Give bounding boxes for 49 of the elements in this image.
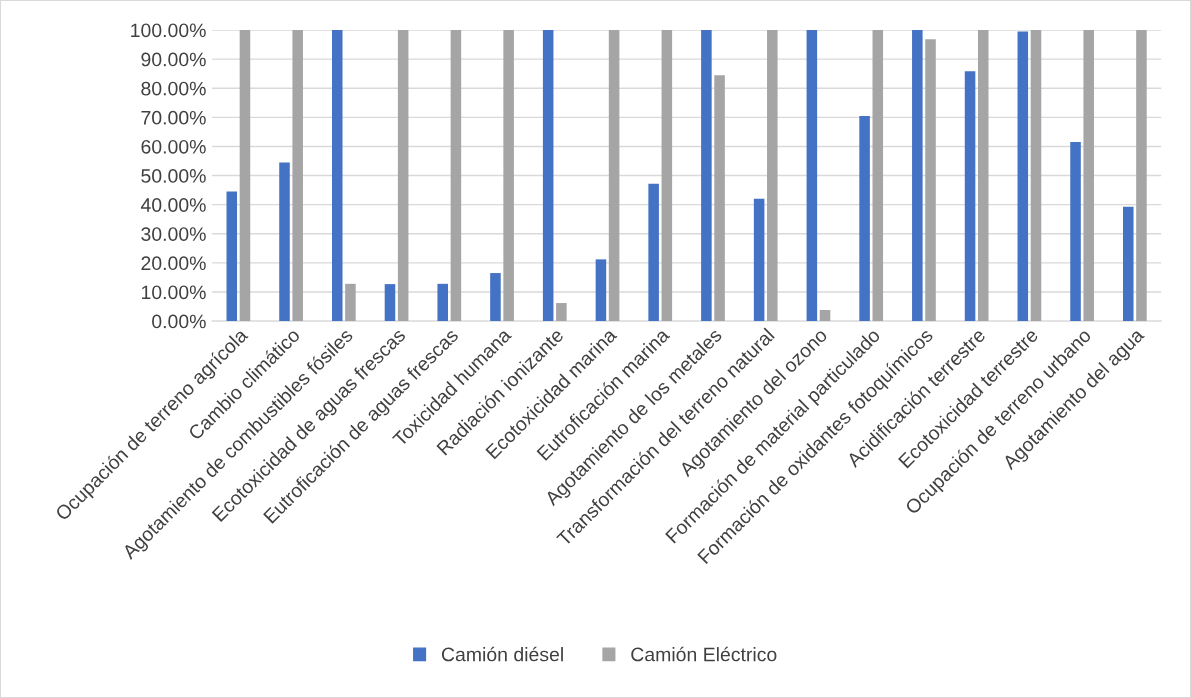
bar (239, 30, 251, 322)
y-tick-label: 100.00% (131, 23, 206, 38)
bar (872, 30, 884, 322)
y-tick-label: 40.00% (140, 198, 206, 212)
y-tick-label: 60.00% (141, 139, 206, 154)
y-tick-label: 80.00% (141, 81, 206, 96)
bar (1030, 30, 1042, 322)
bar (1070, 142, 1081, 322)
bar (767, 30, 778, 322)
bar (912, 30, 923, 322)
y-tick-label: 0.00% (152, 314, 206, 329)
bar (806, 30, 818, 322)
legend-label: Camión diésel (441, 646, 563, 662)
bar (437, 283, 448, 322)
bar (450, 30, 462, 322)
bar (661, 30, 673, 322)
bar (292, 30, 303, 322)
bar (819, 310, 831, 322)
bar (279, 162, 290, 322)
legend-label: Camión Eléctrico (631, 646, 777, 662)
bar (397, 30, 409, 322)
y-tick-label: 20.00% (141, 256, 206, 271)
bar (331, 30, 343, 322)
bar (345, 283, 356, 322)
y-tick-label: 90.00% (141, 52, 206, 67)
y-tick-label: 10.00% (141, 285, 206, 300)
bar (226, 191, 238, 322)
bar (556, 303, 567, 322)
bar (753, 198, 765, 322)
bar (925, 39, 936, 322)
bar (1083, 30, 1094, 322)
bar (648, 183, 659, 322)
bar (490, 273, 501, 322)
bar (384, 284, 396, 322)
bar (1017, 31, 1029, 322)
bar (608, 30, 620, 322)
bar (542, 30, 554, 322)
y-tick-label: 50.00% (141, 169, 206, 183)
bar (701, 30, 712, 322)
bar (859, 115, 870, 322)
bar (503, 30, 514, 322)
bar (977, 30, 989, 322)
bar (1136, 30, 1147, 322)
bar (964, 71, 976, 322)
y-tick-label: 70.00% (141, 110, 206, 125)
bar (1122, 206, 1134, 322)
y-tick-label: 30.00% (141, 227, 206, 241)
bar (595, 259, 607, 322)
bar (714, 75, 725, 322)
